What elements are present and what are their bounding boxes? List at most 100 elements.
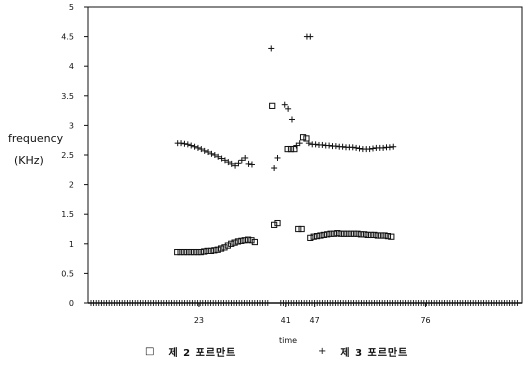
series-2-point: [307, 33, 314, 40]
series-2-point: [285, 105, 292, 112]
y-tick-label: 4.5: [61, 33, 74, 42]
x-axis: 23 41 47 76: [194, 303, 431, 325]
series-1-point: [221, 244, 228, 251]
legend-2: + 제 3 포르만트: [318, 344, 408, 359]
series-1-point: [384, 233, 392, 240]
series-1-point: [244, 236, 252, 243]
series-2-point: [312, 141, 319, 148]
series-1-point: [224, 242, 231, 249]
series-1-point: [217, 245, 225, 252]
series-2-point: [191, 143, 198, 150]
series-1-point: [354, 230, 361, 237]
plot-frame: [87, 6, 523, 304]
y-tick-label: 1.5: [61, 210, 74, 219]
series-2-point: [221, 157, 228, 164]
legend-label-series-1: 제 2 포르만트: [168, 348, 237, 359]
y-tick-label: 0.5: [61, 269, 74, 278]
y-tick-label: 1: [69, 240, 74, 249]
series-1-point: [324, 231, 331, 238]
series-2-point: [208, 150, 215, 157]
series-1-point: [284, 145, 291, 153]
series-1-point: [317, 232, 324, 239]
series-1-point: [381, 232, 388, 239]
series-1-point: [298, 225, 305, 233]
series-2-point: [235, 160, 242, 167]
series-1-point: [357, 231, 365, 238]
series-2-point: [390, 143, 397, 150]
series-1-point: [378, 232, 385, 239]
series-2-point: [245, 160, 252, 167]
series-2-point: [188, 142, 195, 149]
series-2-point: [184, 141, 191, 148]
series-1-point: [364, 231, 371, 239]
series-1-point: [351, 230, 358, 237]
y-axis: 0 0.5 1 1.5 2 2.5 3 3.5 4 4.5 5: [61, 3, 88, 308]
series-1-point: [234, 238, 242, 245]
series-1-point: [184, 248, 191, 256]
series-2-point: [293, 142, 300, 149]
series-1-point: [337, 230, 344, 237]
series-1-point: [214, 246, 221, 253]
series-2-point: [326, 142, 333, 149]
legend-marker-square: □: [145, 346, 155, 357]
series-2-point: [228, 160, 235, 167]
y-tick-label: 3: [69, 121, 74, 130]
y-tick-label: 4: [69, 62, 74, 71]
series-1-point: [194, 248, 201, 256]
series-2-point: [274, 154, 281, 161]
series-1-point: [320, 231, 327, 239]
series-1-point: [228, 240, 235, 247]
x-tick-label: 23: [194, 316, 204, 325]
series-1-point: [190, 248, 198, 256]
series-2-point: [356, 145, 363, 152]
series-1-point: [374, 232, 381, 239]
series-2-point: [366, 146, 373, 153]
series-1-point: [310, 233, 317, 240]
series-1-point: [211, 247, 218, 254]
series-1-point: [231, 239, 238, 246]
y-axis-unit: (KHz): [14, 154, 44, 167]
series-2-point: [205, 149, 212, 156]
series-1-point: [371, 231, 378, 239]
series-1-point: [340, 230, 348, 237]
series-2-point: [332, 143, 339, 150]
y-tick-label: 2: [69, 181, 74, 190]
legend-marker-plus: +: [318, 346, 327, 357]
series-2-point: [353, 144, 360, 151]
series-2-point: [271, 165, 278, 172]
series-2-point: [288, 116, 295, 123]
x-axis-label: time: [279, 336, 297, 345]
series-2-point: [339, 143, 346, 150]
x-tick-label: 76: [420, 316, 430, 325]
series-1-point: [207, 247, 215, 255]
series-1-point: [307, 234, 314, 241]
series-1-point: [388, 233, 395, 240]
series-1-point: [269, 102, 276, 109]
series-2-point: [194, 144, 201, 151]
series-1-point: [271, 221, 278, 228]
series-2-point: [380, 144, 387, 151]
series-1-point: [241, 237, 248, 244]
series-1-point: [201, 248, 208, 255]
y-tick-label: 5: [69, 3, 74, 12]
series-1-point: [330, 230, 338, 237]
series-1-point: [361, 231, 368, 238]
series-2-point: [225, 159, 232, 166]
series-2-point: [281, 101, 288, 108]
series-2-point: [386, 144, 393, 151]
series-2-point: [369, 145, 376, 152]
series-1-point: [238, 237, 245, 244]
series-1-point: [180, 248, 188, 256]
series-1-point: [334, 230, 341, 237]
series-1-point: [197, 248, 204, 256]
series-2-point: [242, 154, 249, 161]
series-2-point: [349, 144, 356, 151]
legend: □ 제 2 포르만트: [145, 344, 236, 359]
series-2-point: [296, 140, 303, 147]
series-1-point: [177, 248, 184, 256]
y-tick-label: 2.5: [61, 151, 74, 160]
series-1-point: [274, 219, 281, 227]
series-2-point: [319, 141, 326, 148]
series-2-point: [198, 146, 205, 153]
